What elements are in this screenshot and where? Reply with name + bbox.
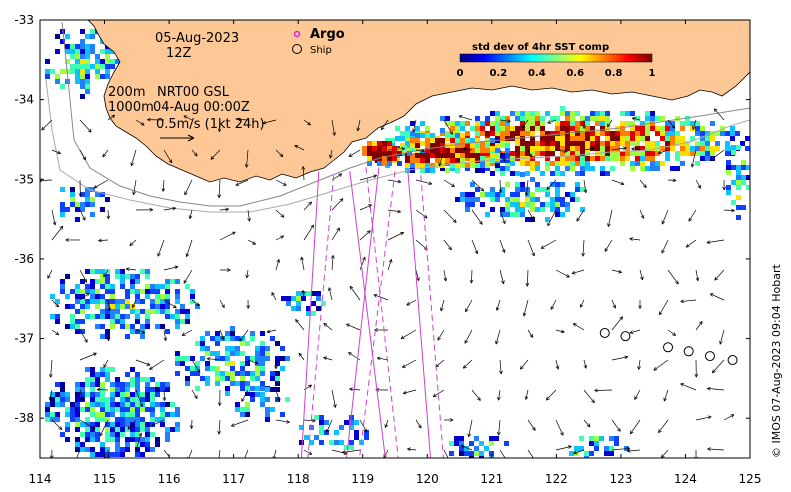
x-tick-label: 123 bbox=[609, 472, 632, 486]
ship-marker bbox=[620, 331, 631, 342]
ship-marker bbox=[663, 342, 674, 353]
colorbar-title: std dev of 4hr SST comp bbox=[472, 42, 609, 53]
colorbar-tick-label: 0.8 bbox=[605, 68, 623, 79]
y-tick-label: -38 bbox=[14, 411, 34, 425]
ship-positions bbox=[599, 327, 738, 366]
velocity-scale-label: 0.5m/s (1kt 24h) bbox=[156, 117, 265, 132]
y-tick-label: -34 bbox=[14, 93, 34, 107]
contour-label-1000m: 1000m bbox=[108, 100, 154, 115]
x-tick-label: 121 bbox=[480, 472, 503, 486]
ship-marker bbox=[704, 351, 715, 362]
argo-legend-icon bbox=[293, 30, 301, 38]
x-tick-label: 118 bbox=[287, 472, 310, 486]
argo-track bbox=[349, 171, 386, 458]
colorbar bbox=[459, 53, 653, 63]
argo-legend-label: Argo bbox=[310, 27, 345, 42]
argo-track bbox=[346, 167, 380, 458]
argo-tracks bbox=[300, 167, 444, 458]
argo-track bbox=[420, 175, 444, 458]
colorbar-tick-label: 0 bbox=[457, 68, 464, 79]
x-tick-label: 114 bbox=[29, 472, 52, 486]
argo-track bbox=[300, 171, 320, 458]
credit-text: © IMOS 07-Aug-2023 09:04 Hobart bbox=[770, 264, 783, 458]
velocity-vectors bbox=[40, 108, 735, 458]
contour-label-200m: 200m bbox=[108, 85, 145, 100]
argo-track bbox=[307, 175, 335, 458]
y-axis: -33 -34 -35 -36 -37 -38 bbox=[14, 13, 750, 425]
x-tick-label: 125 bbox=[739, 472, 762, 486]
timestamp-hour: 12Z bbox=[166, 46, 192, 61]
x-axis: 114 115 116 117 118 119 120 121 122 123 124 125 bbox=[29, 20, 762, 486]
plot-frame bbox=[39, 19, 751, 459]
x-tick-label: 124 bbox=[674, 472, 697, 486]
colorbar-tick-label: 0.4 bbox=[528, 68, 546, 79]
timestamp-date: 05-Aug-2023 bbox=[155, 31, 239, 46]
x-tick-label: 122 bbox=[545, 472, 568, 486]
isobath-1000m bbox=[45, 79, 750, 213]
ship-marker bbox=[683, 346, 694, 357]
x-tick-label: 117 bbox=[222, 472, 245, 486]
x-tick-label: 116 bbox=[158, 472, 181, 486]
product-date: 04-Aug 00:00Z bbox=[153, 100, 250, 115]
ship-marker bbox=[727, 355, 738, 366]
y-tick-label: -37 bbox=[14, 332, 34, 346]
argo-track bbox=[365, 167, 399, 458]
argo-track bbox=[407, 171, 431, 458]
argo-track bbox=[359, 171, 396, 458]
colorbar-tick-label: 0.2 bbox=[490, 68, 508, 79]
colorbar-ticks: 0 0.2 0.4 0.6 0.8 1 bbox=[457, 68, 656, 79]
colorbar-tick-label: 0.6 bbox=[566, 68, 584, 79]
y-tick-label: -35 bbox=[14, 172, 34, 186]
y-tick-label: -33 bbox=[14, 13, 34, 27]
velocity-scale-arrow bbox=[160, 134, 195, 142]
y-tick-label: -36 bbox=[14, 252, 34, 266]
ship-marker bbox=[599, 327, 610, 338]
x-tick-label: 120 bbox=[416, 472, 439, 486]
colorbar-tick-label: 1 bbox=[649, 68, 656, 79]
x-tick-label: 119 bbox=[351, 472, 374, 486]
x-tick-label: 115 bbox=[93, 472, 116, 486]
ship-legend-label: Ship bbox=[310, 45, 332, 56]
product-name: NRT00 GSL bbox=[157, 85, 230, 100]
ship-legend-icon bbox=[292, 44, 302, 54]
